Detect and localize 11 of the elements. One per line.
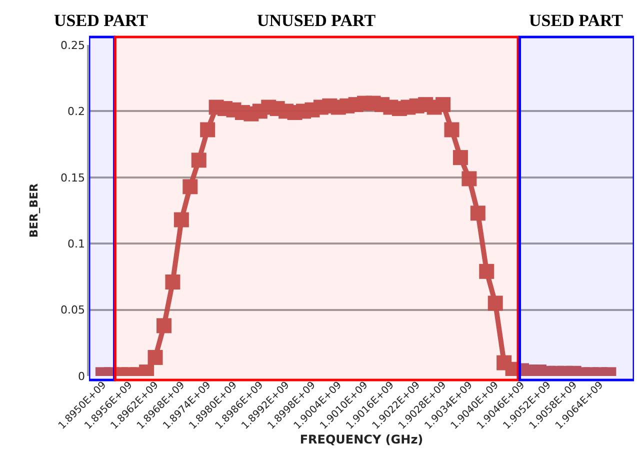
- x-axis-title: FREQUENCY (GHz): [300, 432, 424, 447]
- y-axis-title: BER_BER: [28, 182, 41, 238]
- band-label: USED PART: [529, 11, 624, 30]
- band-label: UNUSED PART: [257, 11, 376, 30]
- y-tick-label: 0.15: [60, 171, 86, 184]
- y-tick-label: 0.2: [68, 105, 86, 118]
- y-tick-label: 0.25: [60, 38, 86, 52]
- y-tick-label: 0.05: [60, 304, 86, 317]
- band-label: USED PART: [54, 11, 149, 30]
- y-tick-label: 0.1: [68, 237, 86, 250]
- y-tick-label: 0: [78, 370, 86, 383]
